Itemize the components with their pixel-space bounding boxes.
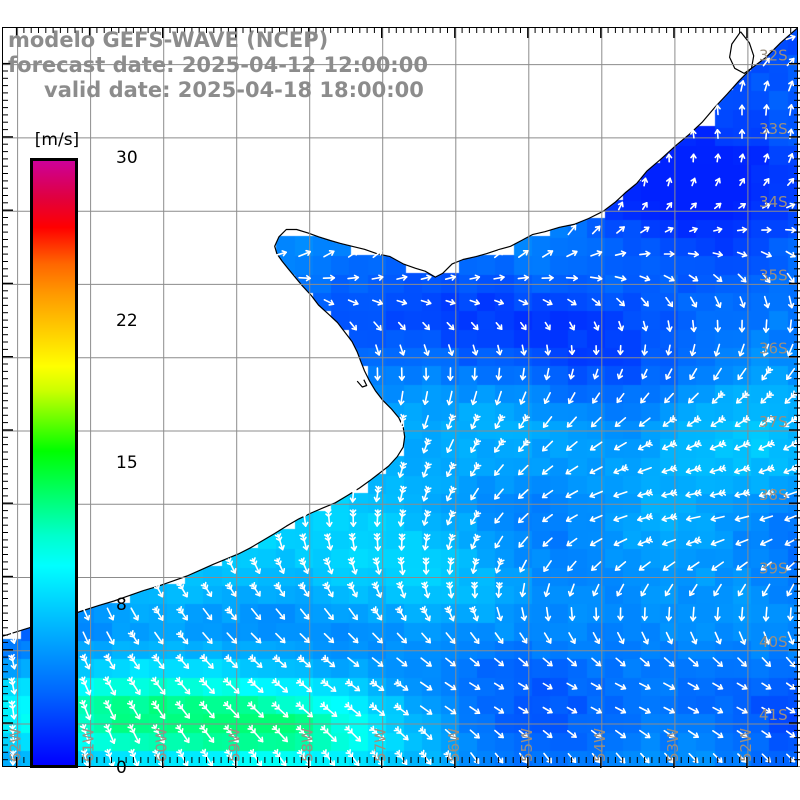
svg-text:32S: 32S [759,47,788,65]
svg-text:55W: 55W [518,728,536,762]
map-plot-area: 62W 61W 60W 59W 58W 57W 56W 55W 54W 53W 52W 32S 33S 3… [2,27,798,767]
colorbar-tick-15: 15 [116,453,138,473]
colorbar-tick-8: 8 [116,595,127,616]
svg-text:60W: 60W [153,728,171,762]
colorbar: 30 22 15 8 0 [30,148,138,778]
svg-text:59W: 59W [226,728,244,762]
svg-text:34S: 34S [759,193,788,211]
svg-text:37S: 37S [759,413,788,431]
right-tick-rail [789,62,800,767]
colorbar-tick-22: 22 [116,310,138,331]
colorbar-gradient [30,158,78,768]
svg-text:57W: 57W [372,728,390,762]
left-tick-rail [2,62,13,767]
svg-text:52W: 52W [737,728,755,762]
svg-text:36S: 36S [759,340,788,358]
coastline-overlay [3,28,797,637]
svg-text:61W: 61W [80,728,98,762]
svg-text:33S: 33S [759,120,788,138]
svg-text:53W: 53W [664,728,682,762]
top-tick-rail [15,27,798,38]
svg-text:54W: 54W [591,728,609,762]
svg-text:56W: 56W [445,728,463,762]
colorbar-tick-0: 0 [116,758,127,778]
colorbar-tick-30: 30 [116,148,138,168]
lat-lon-gridlines [3,28,797,766]
svg-text:40S: 40S [759,633,788,651]
svg-text:62W: 62W [7,728,25,762]
svg-text:41S: 41S [759,706,788,724]
svg-text:35S: 35S [759,266,788,284]
axis-tick-labels: 62W 61W 60W 59W 58W 57W 56W 55W 54W 53W 52W 32S 33S 3… [7,47,788,762]
colorbar-unit-label: [m/s] [34,130,80,150]
svg-text:58W: 58W [299,728,317,762]
svg-text:38S: 38S [759,486,788,504]
svg-text:39S: 39S [759,560,788,578]
wind-direction-arrows [8,34,797,766]
